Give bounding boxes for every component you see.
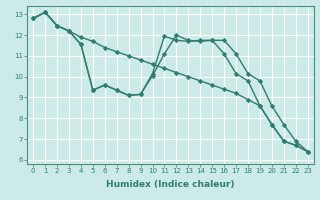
X-axis label: Humidex (Indice chaleur): Humidex (Indice chaleur) xyxy=(106,180,235,189)
